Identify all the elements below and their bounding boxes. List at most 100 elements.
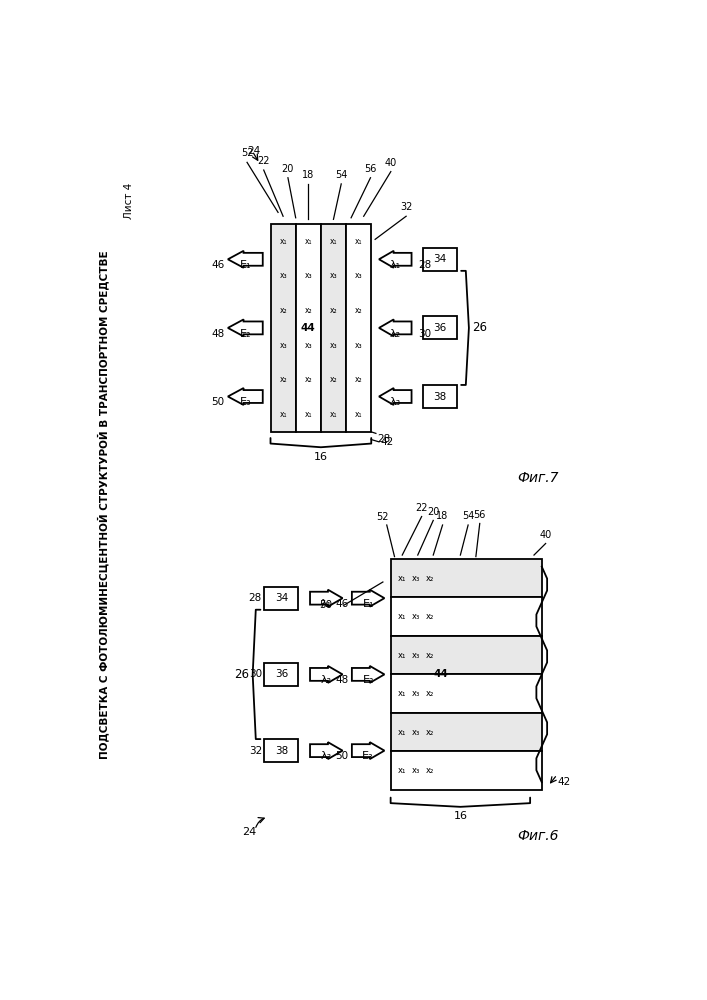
Text: 20: 20 <box>427 507 440 517</box>
Polygon shape <box>379 388 411 405</box>
Text: x₂: x₂ <box>426 728 434 737</box>
Text: x₂: x₂ <box>329 306 337 315</box>
Text: 52: 52 <box>377 512 389 522</box>
Polygon shape <box>352 666 385 683</box>
Text: 48: 48 <box>211 329 225 339</box>
Text: 56: 56 <box>364 164 377 174</box>
Bar <box>423 316 457 339</box>
Bar <box>391 713 542 751</box>
Text: x₃: x₃ <box>412 766 421 775</box>
Text: 24: 24 <box>247 146 260 156</box>
Text: x₃: x₃ <box>279 271 287 280</box>
Text: 42: 42 <box>380 437 394 447</box>
Bar <box>321 224 346 432</box>
Text: 30: 30 <box>249 669 262 679</box>
Text: 18: 18 <box>302 170 315 180</box>
Text: 26: 26 <box>472 321 487 334</box>
Text: x₃: x₃ <box>412 689 421 698</box>
Text: 24: 24 <box>242 827 256 837</box>
Text: 56: 56 <box>474 510 486 520</box>
Text: x₁: x₁ <box>398 728 407 737</box>
Text: 44: 44 <box>301 323 315 333</box>
Text: x₂: x₂ <box>426 766 434 775</box>
Text: 34: 34 <box>433 254 447 264</box>
Text: 16: 16 <box>314 452 328 462</box>
Text: x₂: x₂ <box>426 612 434 621</box>
Bar <box>264 587 298 610</box>
Text: 36: 36 <box>275 669 288 679</box>
Text: 40: 40 <box>539 530 551 540</box>
Polygon shape <box>352 742 385 759</box>
Text: x₂: x₂ <box>426 689 434 698</box>
Text: λ₃: λ₃ <box>390 397 401 407</box>
Text: x₁: x₁ <box>279 410 287 419</box>
Text: 18: 18 <box>436 511 449 521</box>
Text: 22: 22 <box>416 503 428 513</box>
Bar <box>264 739 298 762</box>
Text: 28: 28 <box>418 260 431 270</box>
Text: x₁: x₁ <box>398 574 407 583</box>
Text: 36: 36 <box>433 323 447 333</box>
Text: x₂: x₂ <box>426 574 434 583</box>
Text: x₁: x₁ <box>329 410 337 419</box>
Text: E₂: E₂ <box>240 329 251 339</box>
Text: 32: 32 <box>249 746 262 756</box>
Polygon shape <box>352 590 385 607</box>
Bar <box>423 248 457 271</box>
Text: x₃: x₃ <box>355 271 363 280</box>
Bar <box>391 751 542 790</box>
Bar <box>296 224 321 432</box>
Text: 32: 32 <box>400 202 412 212</box>
Text: 22: 22 <box>257 156 270 166</box>
Text: Фиг.6: Фиг.6 <box>517 829 559 843</box>
Text: x₂: x₂ <box>329 375 337 384</box>
Text: x₃: x₃ <box>279 341 287 350</box>
Bar <box>391 636 542 674</box>
Text: x₁: x₁ <box>355 237 363 246</box>
Text: x₁: x₁ <box>279 237 287 246</box>
Text: 50: 50 <box>320 600 332 610</box>
Text: λ₁: λ₁ <box>390 260 401 270</box>
Text: Лист 4: Лист 4 <box>124 183 134 219</box>
Text: 38: 38 <box>433 392 447 402</box>
Text: E₂: E₂ <box>363 675 374 685</box>
Text: x₃: x₃ <box>305 271 312 280</box>
Text: Фиг.7: Фиг.7 <box>517 471 559 485</box>
Bar <box>391 597 542 636</box>
Text: 42: 42 <box>557 777 571 787</box>
Text: x₃: x₃ <box>305 341 312 350</box>
Text: x₁: x₁ <box>398 689 407 698</box>
Text: 46: 46 <box>211 260 225 270</box>
Text: x₁: x₁ <box>355 410 363 419</box>
Text: x₂: x₂ <box>305 375 312 384</box>
Bar <box>423 385 457 408</box>
Text: 54: 54 <box>462 511 474 521</box>
Text: 50: 50 <box>211 397 225 407</box>
Bar <box>391 674 542 713</box>
Bar <box>346 224 371 432</box>
Text: x₃: x₃ <box>329 271 337 280</box>
Text: x₂: x₂ <box>279 306 287 315</box>
Text: E₃: E₃ <box>363 751 374 761</box>
Bar <box>264 663 298 686</box>
Text: E₃: E₃ <box>240 397 251 407</box>
Polygon shape <box>228 388 263 405</box>
Text: 40: 40 <box>385 158 397 168</box>
Polygon shape <box>228 251 263 268</box>
Text: 52: 52 <box>241 148 253 158</box>
Polygon shape <box>310 590 343 607</box>
Text: x₁: x₁ <box>398 612 407 621</box>
Text: x₂: x₂ <box>426 651 434 660</box>
Polygon shape <box>310 742 343 759</box>
Text: x₁: x₁ <box>305 237 312 246</box>
Text: x₃: x₃ <box>355 341 363 350</box>
Bar <box>271 224 296 432</box>
Text: x₂: x₂ <box>279 375 287 384</box>
Text: 46: 46 <box>336 599 349 609</box>
Text: x₃: x₃ <box>412 574 421 583</box>
Text: x₂: x₂ <box>305 306 312 315</box>
Bar <box>391 559 542 597</box>
Text: λ₂: λ₂ <box>321 675 332 685</box>
Text: E₁: E₁ <box>363 599 374 609</box>
Text: 50: 50 <box>336 751 349 761</box>
